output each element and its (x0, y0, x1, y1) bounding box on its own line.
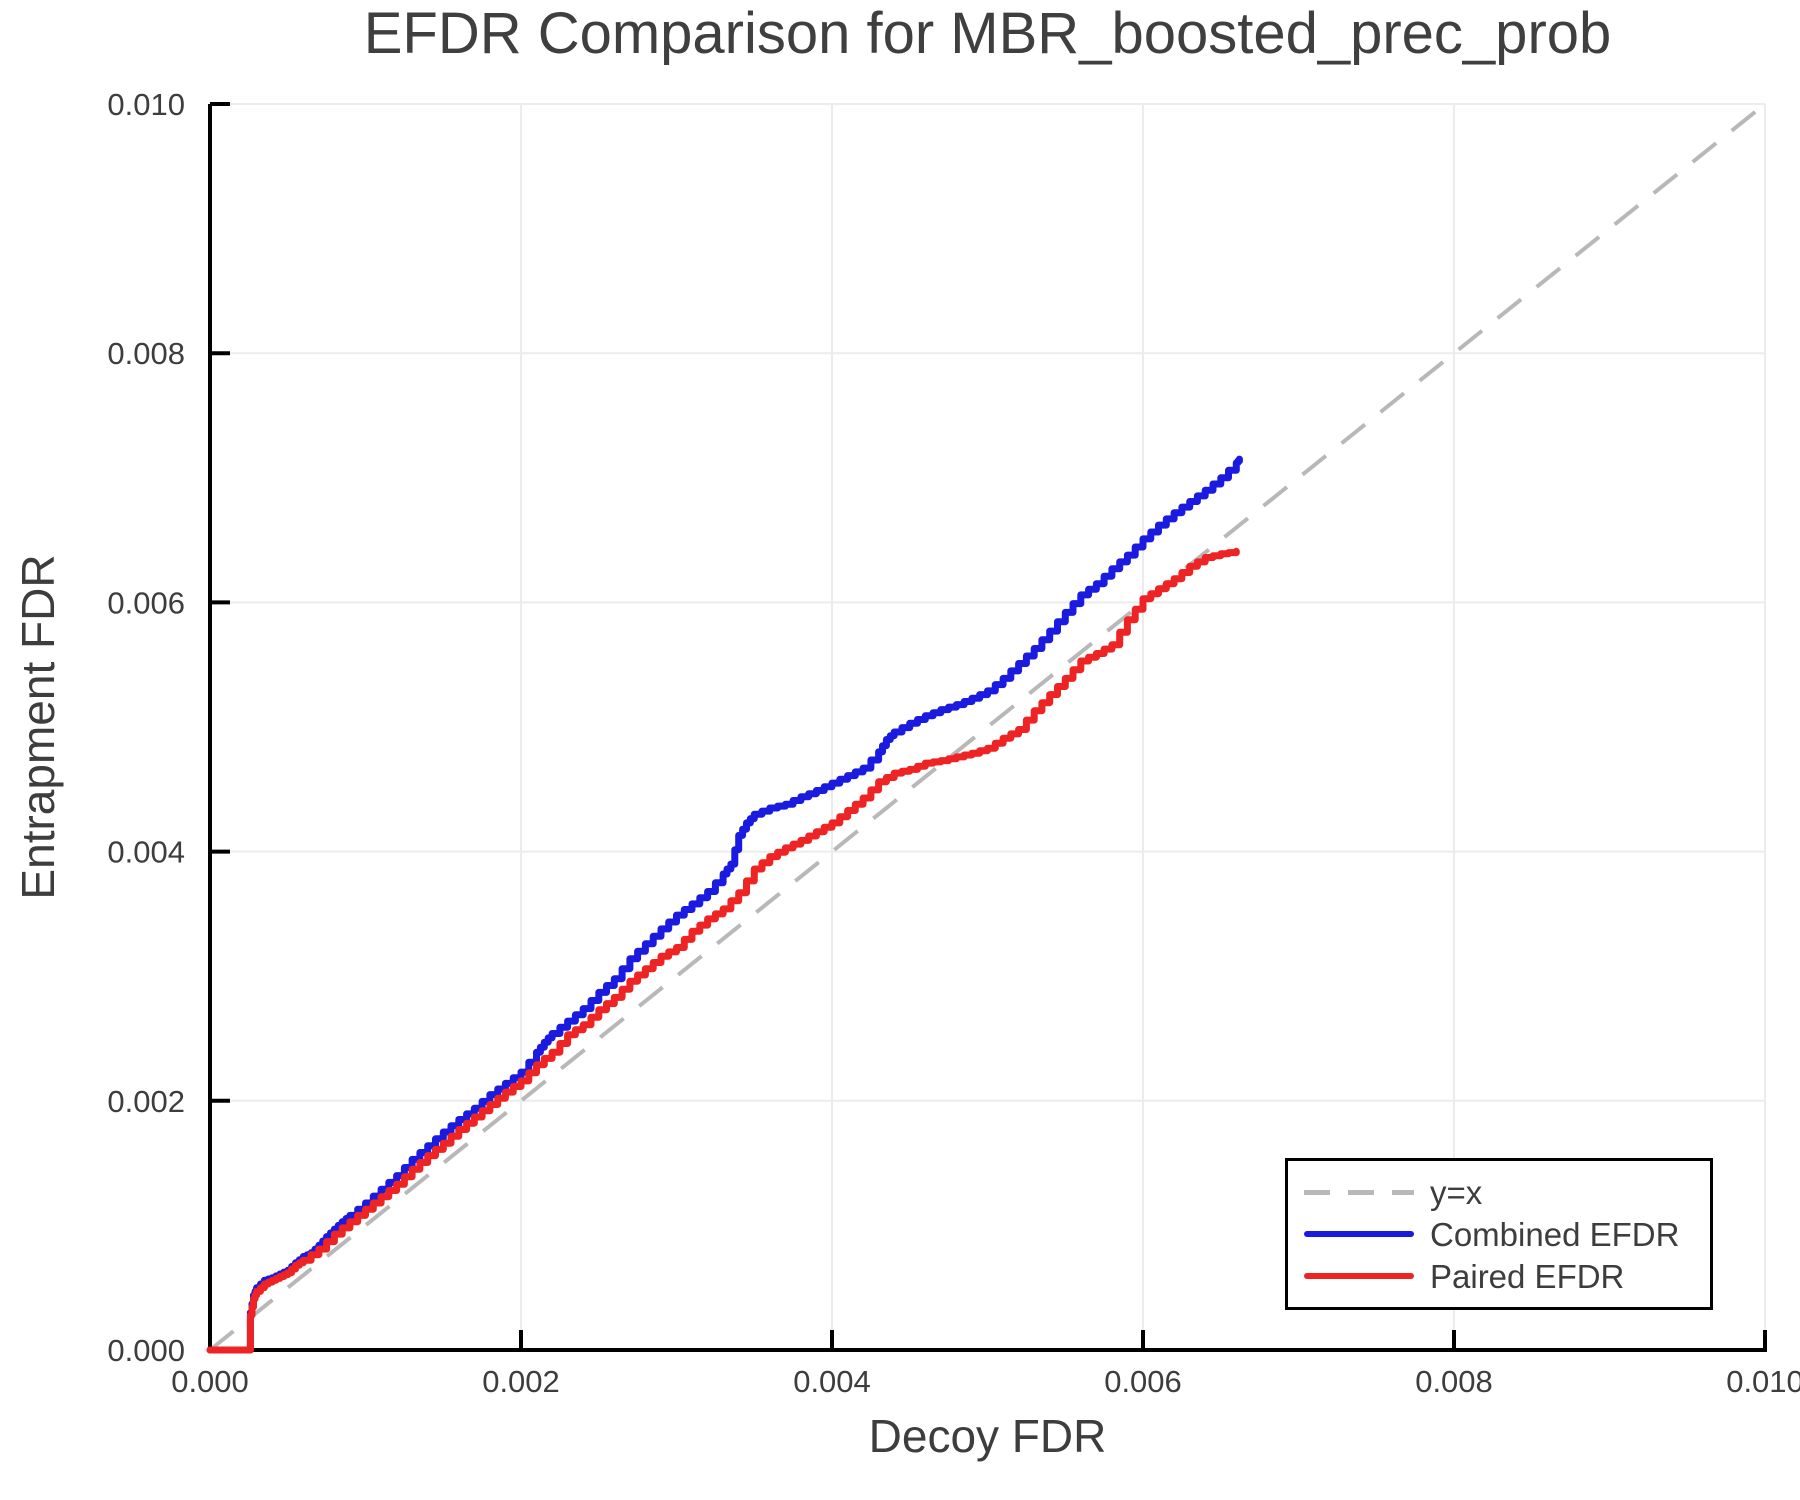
curve-paired-efdr (206, 547, 1240, 1354)
y-tick-label: 0.000 (107, 1333, 185, 1368)
y-tick-label: 0.010 (107, 87, 185, 122)
x-axis-label: Decoy FDR (868, 1410, 1107, 1462)
legend-item-combined-efdr: Combined EFDR (1304, 1213, 1710, 1255)
x-tick-label: 0.002 (482, 1364, 560, 1399)
legend-label-paired-efdr: Paired EFDR (1430, 1257, 1625, 1295)
diagonal-line-swatch (1304, 1189, 1414, 1195)
combined-efdr-swatch (1304, 1231, 1414, 1237)
x-tick-label: 0.008 (1415, 1364, 1493, 1399)
paired-efdr-swatch (1304, 1273, 1414, 1279)
y-tick-label: 0.006 (107, 585, 185, 620)
y-axis-label: Entrapment FDR (12, 554, 64, 900)
diagonal-reference-line (208, 102, 1767, 1352)
x-tick-label: 0.000 (171, 1364, 249, 1399)
chart-title: EFDR Comparison for MBR_boosted_prec_pro… (363, 1, 1612, 66)
legend-item-paired-efdr: Paired EFDR (1304, 1255, 1710, 1297)
y-tick-label: 0.004 (107, 835, 185, 870)
y-tick-label: 0.008 (107, 336, 185, 371)
legend-box: y=x Combined EFDR Paired EFDR (1285, 1158, 1713, 1310)
legend-item-diagonal: y=x (1304, 1171, 1710, 1213)
x-tick-label: 0.010 (1726, 1364, 1800, 1399)
legend-label-diagonal: y=x (1430, 1173, 1483, 1211)
x-tick-label: 0.004 (793, 1364, 871, 1399)
y-tick-label: 0.002 (107, 1084, 185, 1119)
legend-label-combined-efdr: Combined EFDR (1430, 1215, 1680, 1253)
x-tick-label: 0.006 (1104, 1364, 1182, 1399)
